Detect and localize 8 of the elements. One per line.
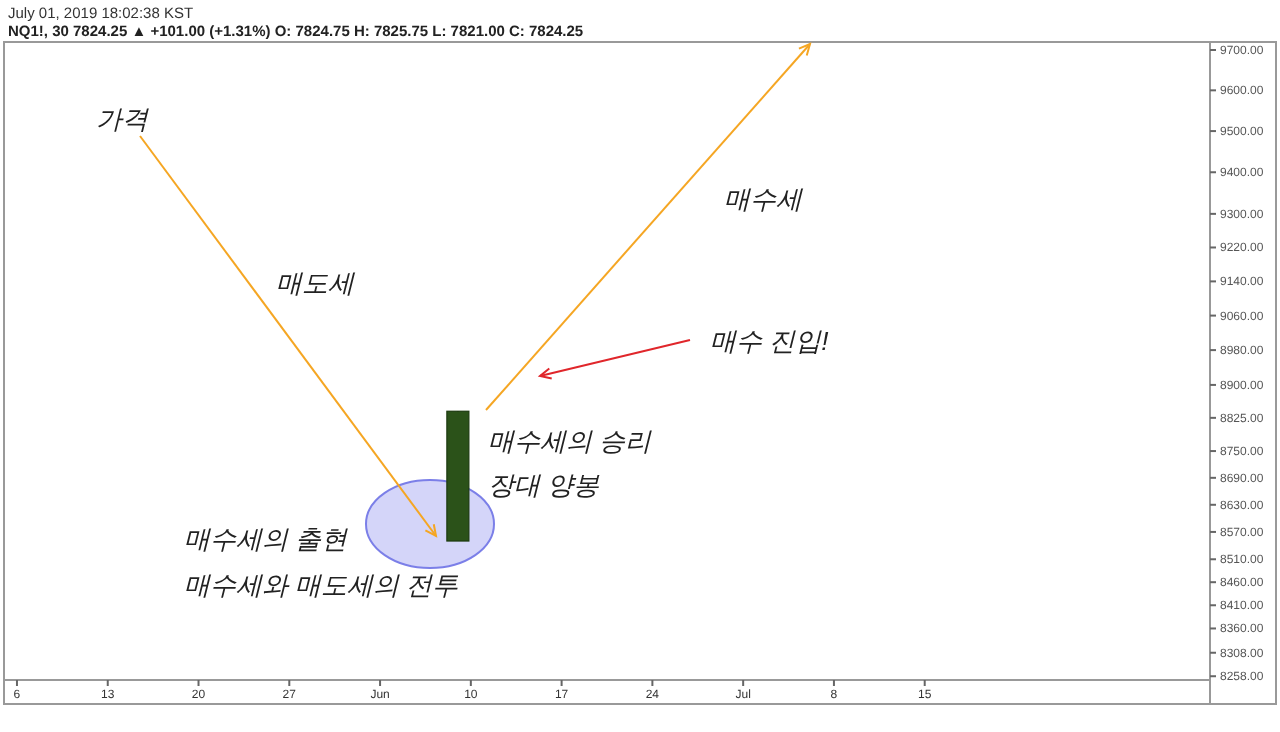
annotation: 매수세 [724, 184, 804, 214]
annotation: 가격 [96, 104, 150, 134]
annotation: 매수 진입! [710, 326, 830, 356]
annotation: 매도세 [276, 268, 356, 298]
annotation: 매수세의 승리 [488, 426, 654, 456]
annotation: 장대 양봉 [488, 470, 602, 500]
annotation: 매수세의 출현 [184, 524, 350, 554]
annotation: 매수세와 매도세의 전투 [184, 570, 461, 600]
